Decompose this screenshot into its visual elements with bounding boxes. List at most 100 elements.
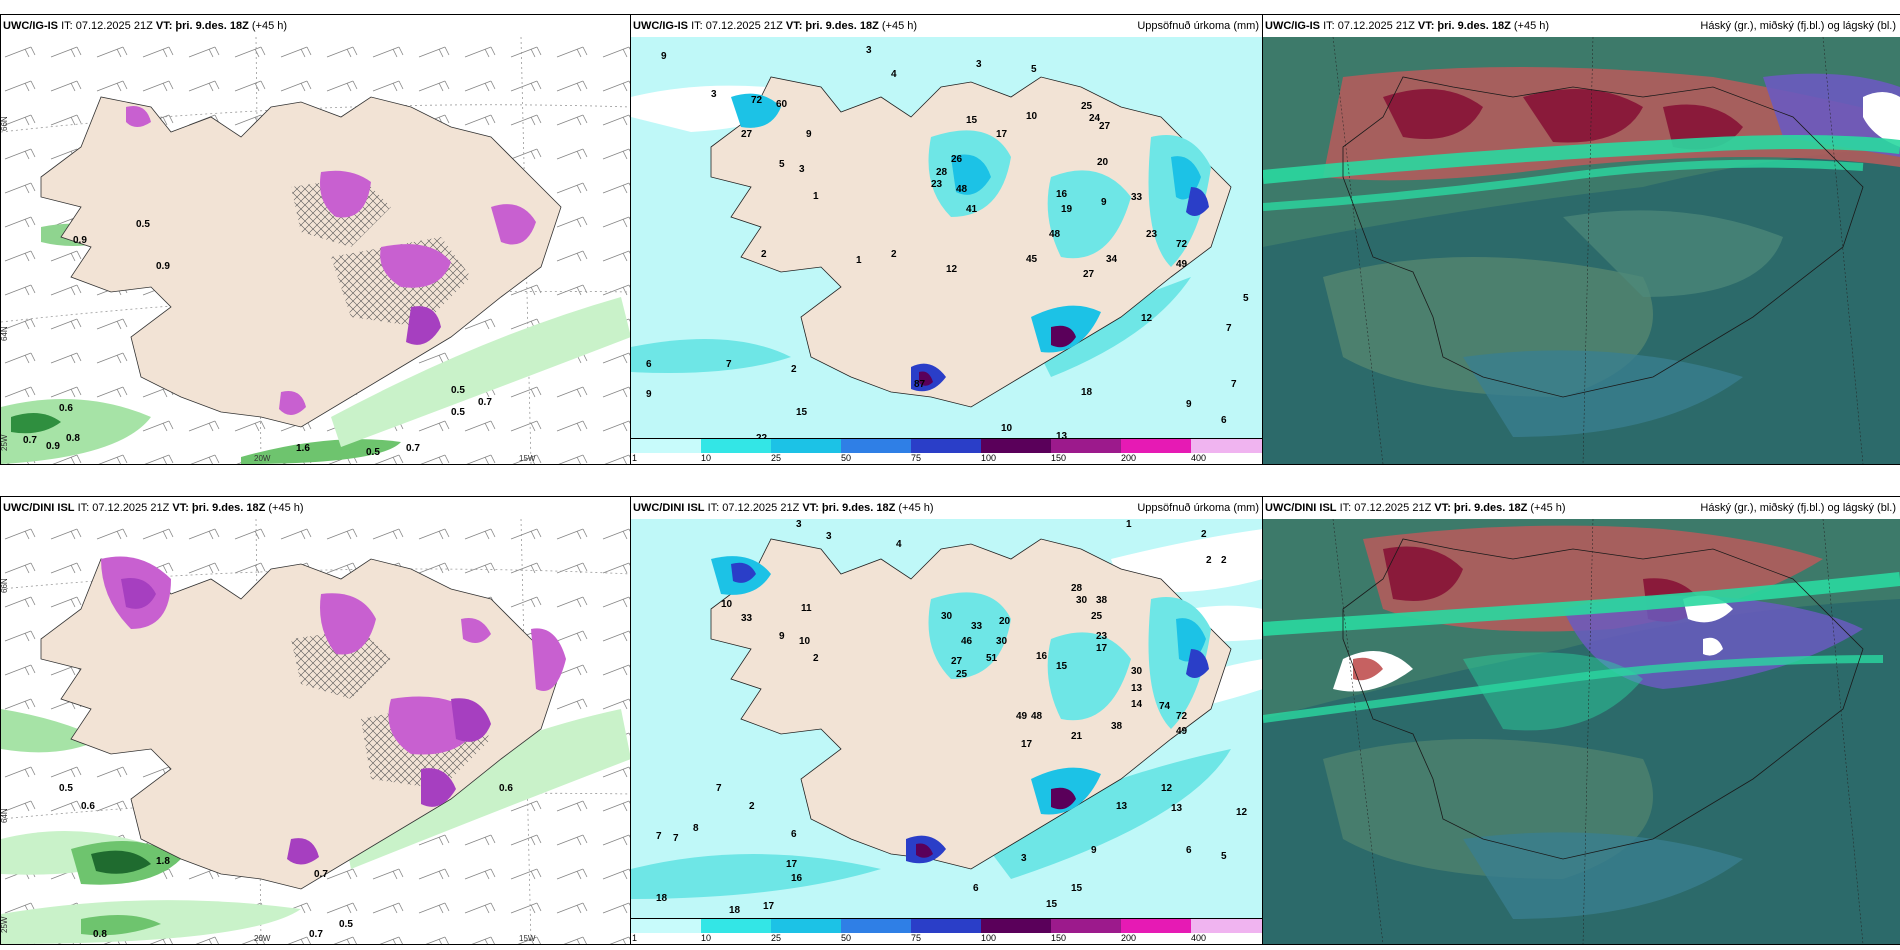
precip-label: 10 [1001, 423, 1013, 434]
precip-label: 9 [806, 129, 812, 140]
valid-time-label: VT: [1417, 20, 1435, 32]
value-labels: 0.5 0.6 1.8 0.8 0.7 0.5 0.6 0.7 [59, 783, 513, 940]
panel-header: UWC/IG-IS IT: 07.12.2025 21Z VT: þri. 9.… [631, 15, 1263, 37]
precip-label: 1 [813, 191, 819, 202]
precip-label: 87 [914, 379, 926, 390]
iceland-landmass [710, 76, 1232, 408]
colorbar-tick: 75 [911, 933, 922, 943]
precip-label: 5 [779, 159, 785, 170]
precip-accum-map: 3 3 4 1 2 2 2 11 33 10 9 10 2 30 33 46 2… [631, 519, 1263, 922]
value-label: 0.7 [478, 397, 492, 408]
precip-label: 33 [971, 621, 983, 632]
value-label: 1.8 [156, 856, 170, 867]
init-time: IT: 07.12.2025 21Z [61, 20, 153, 32]
model-name: UWC/IG-IS [1265, 20, 1320, 32]
precip-label: 18 [1081, 387, 1093, 398]
precip-label: 9 [779, 631, 785, 642]
value-label: 0.5 [59, 783, 73, 794]
colorbar-swatch [1051, 918, 1122, 933]
precip-label: 48 [1049, 229, 1061, 240]
colorbar-swatch [841, 438, 912, 453]
precip-label: 30 [1131, 666, 1143, 677]
precip-accum-map: 9 3 3 4 3 5 72 60 27 9 5 3 1 2 6 9 7 2 1… [631, 37, 1263, 442]
valid-time-label: VT: [1434, 502, 1451, 514]
precip-label: 2 [1221, 555, 1227, 566]
precip-label: 49 [1176, 259, 1188, 270]
valid-time: þri. 9.des. 18Z [805, 20, 879, 32]
precip-label: 12 [946, 264, 958, 275]
colorbar-tick: 100 [981, 453, 997, 463]
precip-label: 72 [1176, 239, 1188, 250]
colorbar-tick: 50 [841, 933, 852, 943]
colorbar-tick: 10 [701, 933, 712, 943]
precip-label: 12 [1141, 313, 1153, 324]
precip-label: 13 [1056, 431, 1068, 442]
precip-label: 3 [826, 531, 832, 542]
precip-label: 3 [796, 519, 802, 530]
value-label: 0.5 [366, 447, 380, 458]
panel-bottom-right: UWC/DINI ISL IT: 07.12.2025 21Z VT: þri.… [1262, 496, 1900, 945]
precip-label: 30 [1076, 595, 1088, 606]
lead-time: (+45 h) [251, 20, 288, 32]
precip-label: 18 [656, 893, 668, 904]
panel-header: UWC/DINI ISL IT: 07.12.2025 21Z VT: þri.… [1263, 497, 1900, 519]
colorbar-swatch [701, 438, 772, 453]
value-labels: 0.9 0.5 0.9 0.5 0.6 0.7 0.9 0.8 0.5 0.7 … [23, 219, 492, 458]
colorbar-swatch [771, 918, 842, 933]
precip-label: 17 [996, 129, 1008, 140]
colorbar-tick: 100 [981, 933, 997, 943]
colorbar-swatch [911, 438, 982, 453]
precip-label: 16 [1056, 189, 1068, 200]
precip-label: 11 [801, 603, 812, 614]
precip-label: 25 [1091, 611, 1103, 622]
precip-label: 13 [1131, 683, 1143, 694]
precip-label: 17 [1096, 643, 1108, 654]
precip-label: 13 [1116, 801, 1128, 812]
model-name: UWC/IG-IS [633, 20, 688, 32]
colorbar-swatch [631, 438, 702, 453]
lead-time: (+45 h) [1530, 502, 1566, 514]
colorbar-swatch [841, 918, 912, 933]
precip-colorbar: 1 10 25 50 75 100 150 200 400 [631, 438, 1263, 464]
precip-label: 46 [961, 636, 973, 647]
value-label: 1.6 [296, 443, 310, 454]
lead-time: (+45 h) [268, 502, 304, 514]
panel-title: Uppsöfnuð úrkoma (mm) [1137, 20, 1259, 32]
precip-label: 5 [1221, 851, 1227, 862]
precip-label: 6 [646, 359, 652, 370]
value-label: 0.7 [23, 435, 37, 446]
precip-label: 9 [1186, 399, 1192, 410]
model-name: UWC/DINI ISL [3, 502, 75, 514]
precip-label: 15 [966, 115, 978, 126]
precip-label: 48 [956, 184, 968, 195]
precip-label: 1 [1126, 519, 1132, 530]
lead-time: (+45 h) [881, 20, 918, 32]
lead-time: (+45 h) [898, 502, 934, 514]
colorbar-swatch [981, 438, 1052, 453]
panel-top-right: UWC/IG-IS IT: 07.12.2025 21Z VT: þri. 9.… [1262, 14, 1900, 465]
precip-label: 24 [1089, 113, 1101, 124]
precip-label: 2 [1206, 555, 1212, 566]
precip-label: 7 [726, 359, 732, 370]
precip-label: 10 [721, 599, 733, 610]
precip-label: 72 [1176, 711, 1188, 722]
colorbar-tick: 1 [632, 453, 638, 463]
value-label: 0.7 [309, 929, 323, 940]
precip-label: 27 [1083, 269, 1095, 280]
colorbar-tick: 50 [841, 453, 852, 463]
precip-label: 3 [866, 45, 872, 56]
precip-label: 7 [1226, 323, 1232, 334]
panel-top-middle: UWC/IG-IS IT: 07.12.2025 21Z VT: þri. 9.… [630, 14, 1264, 465]
model-name: UWC/DINI ISL [633, 502, 705, 514]
valid-time-label: VT: [785, 20, 803, 32]
precip-label: 4 [891, 69, 897, 80]
colorbar-swatch [911, 918, 982, 933]
precip-label: 22 [756, 433, 768, 442]
precip-label: 3 [799, 164, 805, 175]
precip-label: 18 [729, 905, 741, 916]
precip-label: 19 [1061, 204, 1073, 215]
precip-label: 30 [996, 636, 1008, 647]
colorbar-tick: 200 [1121, 933, 1137, 943]
precip-label: 38 [1111, 721, 1123, 732]
lon-label: 20W [254, 934, 271, 943]
